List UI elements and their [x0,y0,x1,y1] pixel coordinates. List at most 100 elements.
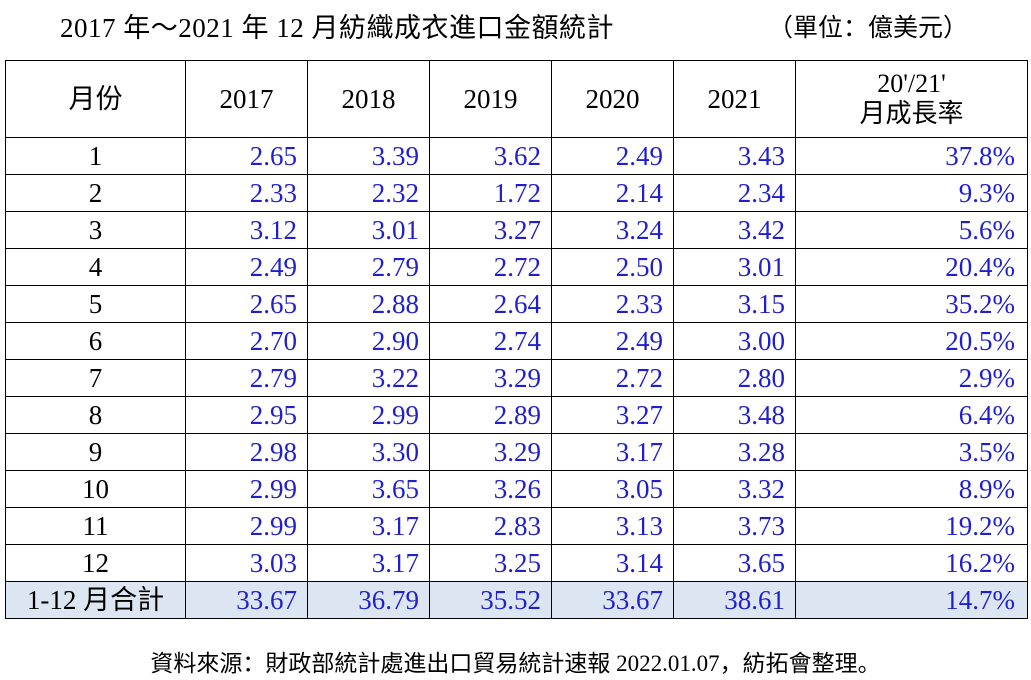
value-cell: 3.65 [673,544,796,582]
table-row: 6 2.70 2.90 2.74 2.49 3.00 20.5% [5,322,1028,360]
value-cell: 2.64 [429,285,552,323]
value-cell: 2.65 [185,285,308,323]
month-cell: 1 [5,137,186,175]
growth-cell: 35.2% [795,285,1028,323]
month-cell: 5 [5,285,186,323]
value-cell: 3.48 [673,396,796,434]
value-cell: 2.34 [673,174,796,212]
table-row: 8 2.95 2.99 2.89 3.27 3.48 6.4% [5,396,1028,434]
value-cell: 2.65 [185,137,308,175]
value-cell: 2.32 [307,174,430,212]
growth-cell: 8.9% [795,470,1028,508]
value-cell: 2.99 [185,507,308,545]
month-cell: 1-12 月合計 [5,581,186,619]
value-cell: 3.39 [307,137,430,175]
unit-note: （單位：億美元） [768,15,969,42]
table-body: 1 2.65 3.39 3.62 2.49 3.43 37.8% 2 2.33 2.32 1.72 2… [5,137,1028,619]
growth-cell: 5.6% [795,211,1028,249]
value-cell: 3.73 [673,507,796,545]
growth-cell: 2.9% [795,359,1028,397]
value-cell: 3.05 [551,470,674,508]
value-cell: 3.28 [673,433,796,471]
header-row: 月份 2017 2018 2019 2020 2021 20'/21' 月成長率 [5,60,1028,138]
value-cell: 2.89 [429,396,552,434]
header-year-2019: 2019 [429,60,552,138]
month-cell: 12 [5,544,186,582]
value-cell: 3.27 [429,211,552,249]
growth-cell: 9.3% [795,174,1028,212]
value-cell: 3.27 [551,396,674,434]
table-title: 2017 年～2021 年 12 月紡織成衣進口金額統計 [60,13,614,43]
value-cell: 2.49 [551,137,674,175]
value-cell: 3.17 [307,507,430,545]
value-cell: 3.65 [307,470,430,508]
value-cell: 3.01 [307,211,430,249]
value-cell: 3.17 [307,544,430,582]
value-cell: 2.49 [185,248,308,286]
value-cell: 3.29 [429,359,552,397]
value-cell: 2.99 [307,396,430,434]
header-month: 月份 [5,60,186,138]
month-cell: 6 [5,322,186,360]
source-note: 資料來源：財政部統計處進出口貿易統計速報 2022.01.07，紡拓會整理。 [150,651,881,676]
growth-cell: 16.2% [795,544,1028,582]
table-row: 12 3.03 3.17 3.25 3.14 3.65 16.2% [5,544,1028,582]
value-cell: 3.01 [673,248,796,286]
value-cell: 36.79 [307,581,430,619]
table-row: 4 2.49 2.79 2.72 2.50 3.01 20.4% [5,248,1028,286]
value-cell: 2.74 [429,322,552,360]
header-year-2020: 2020 [551,60,674,138]
value-cell: 3.14 [551,544,674,582]
value-cell: 3.42 [673,211,796,249]
value-cell: 3.29 [429,433,552,471]
month-cell: 3 [5,211,186,249]
value-cell: 2.72 [429,248,552,286]
table-row: 3 3.12 3.01 3.27 3.24 3.42 5.6% [5,211,1028,249]
title-row: 2017 年～2021 年 12 月紡織成衣進口金額統計 （單位：億美元） [0,0,1031,48]
month-cell: 7 [5,359,186,397]
value-cell: 2.98 [185,433,308,471]
growth-cell: 20.5% [795,322,1028,360]
value-cell: 3.26 [429,470,552,508]
growth-cell: 19.2% [795,507,1028,545]
month-cell: 4 [5,248,186,286]
value-cell: 2.33 [551,285,674,323]
value-cell: 38.61 [673,581,796,619]
value-cell: 2.49 [551,322,674,360]
value-cell: 2.79 [307,248,430,286]
month-cell: 8 [5,396,186,434]
value-cell: 2.50 [551,248,674,286]
value-cell: 3.12 [185,211,308,249]
value-cell: 3.24 [551,211,674,249]
value-cell: 3.03 [185,544,308,582]
growth-cell: 3.5% [795,433,1028,471]
table-row: 9 2.98 3.30 3.29 3.17 3.28 3.5% [5,433,1028,471]
value-cell: 3.15 [673,285,796,323]
value-cell: 2.88 [307,285,430,323]
header-year-2018: 2018 [307,60,430,138]
value-cell: 1.72 [429,174,552,212]
table-row: 2 2.33 2.32 1.72 2.14 2.34 9.3% [5,174,1028,212]
value-cell: 3.43 [673,137,796,175]
header-year-2021: 2021 [673,60,796,138]
value-cell: 3.62 [429,137,552,175]
growth-cell: 37.8% [795,137,1028,175]
value-cell: 2.72 [551,359,674,397]
header-year-2017: 2017 [185,60,308,138]
value-cell: 3.22 [307,359,430,397]
header-growth: 20'/21' 月成長率 [795,60,1028,138]
month-cell: 10 [5,470,186,508]
growth-cell: 14.7% [795,581,1028,619]
import-statistics-table: 月份 2017 2018 2019 2020 2021 20'/21' 月成長率… [5,60,1028,619]
month-cell: 11 [5,507,186,545]
value-cell: 3.13 [551,507,674,545]
table-row: 7 2.79 3.22 3.29 2.72 2.80 2.9% [5,359,1028,397]
table-row: 1 2.65 3.39 3.62 2.49 3.43 37.8% [5,137,1028,175]
value-cell: 2.79 [185,359,308,397]
total-row: 1-12 月合計 33.67 36.79 35.52 33.67 38.61 14.7% [5,581,1028,619]
table-row: 11 2.99 3.17 2.83 3.13 3.73 19.2% [5,507,1028,545]
value-cell: 2.14 [551,174,674,212]
header-growth-line2: 月成長率 [859,99,964,128]
value-cell: 2.83 [429,507,552,545]
value-cell: 3.25 [429,544,552,582]
